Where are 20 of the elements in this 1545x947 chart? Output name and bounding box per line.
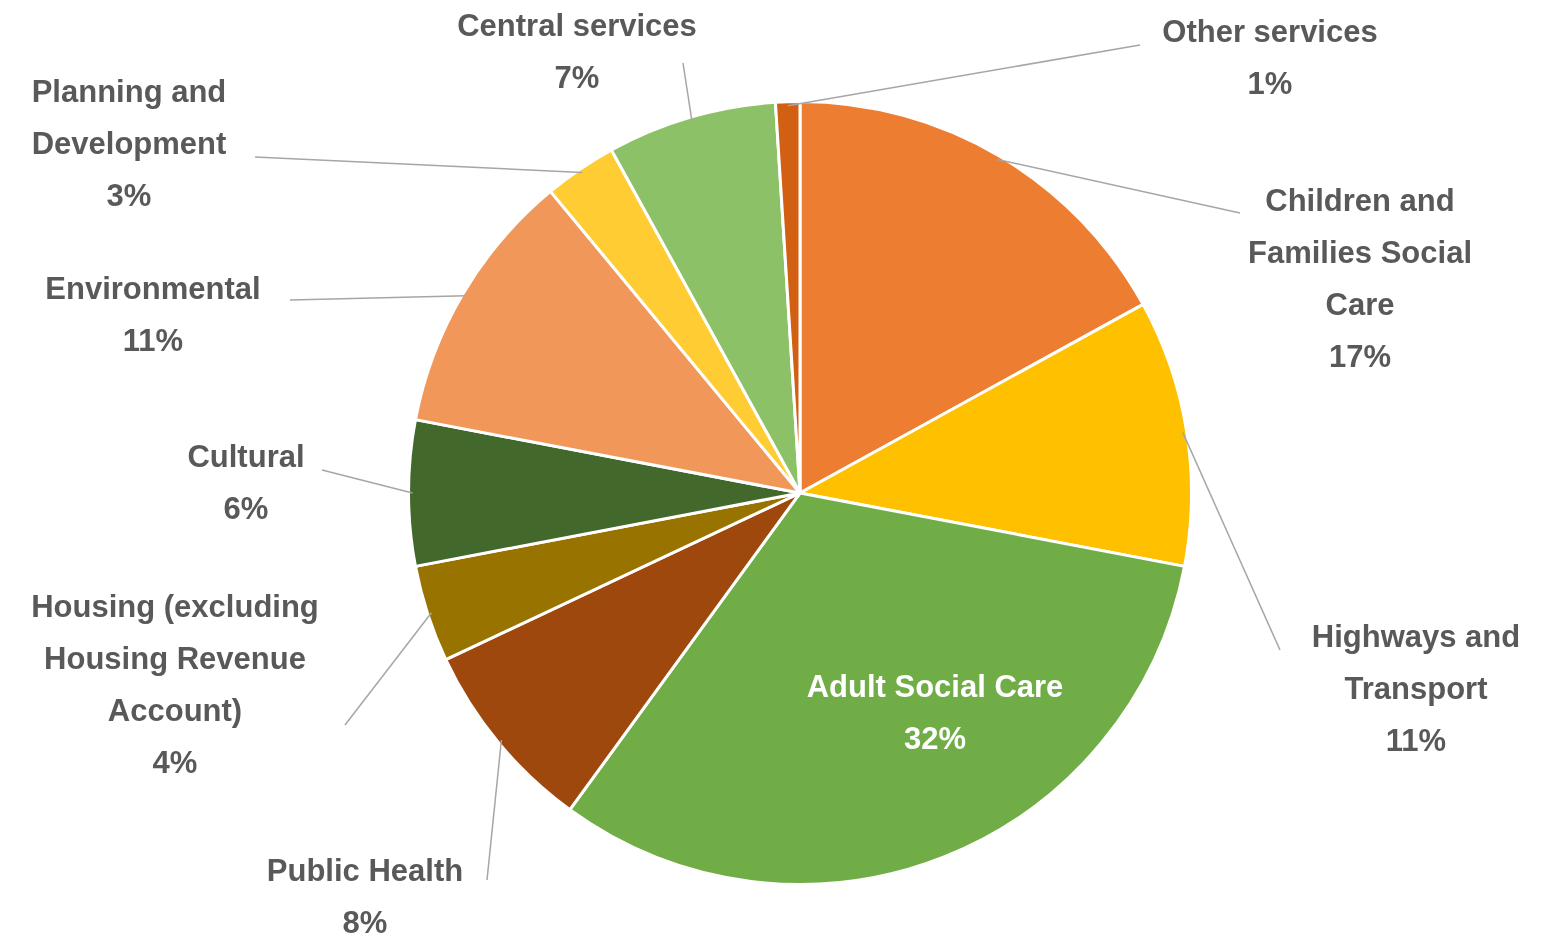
data-label: 11%: [1385, 722, 1447, 758]
slice-label: Adult Social Care: [806, 668, 1064, 704]
data-label: 11%: [122, 322, 184, 358]
data-label: 17%: [1328, 338, 1392, 374]
data-label: 6%: [223, 490, 269, 526]
slice-label: Highways and Transport: [1311, 618, 1521, 706]
data-label: 3%: [106, 177, 152, 213]
data-label: 32%: [903, 720, 967, 756]
slice-label: Cultural: [187, 438, 305, 474]
slice-label: Children and Families Social Care: [1248, 182, 1472, 322]
slice-label: Housing (excluding Housing Revenue Account): [31, 588, 319, 728]
slice-label: Planning and Development: [31, 73, 227, 161]
data-label: 4%: [152, 744, 198, 780]
slice-label: Environmental: [45, 270, 261, 306]
slice-label: Central services: [457, 7, 697, 43]
slice-label: Other services: [1162, 13, 1378, 49]
data-label: 7%: [554, 59, 600, 95]
data-label: 1%: [1247, 65, 1293, 101]
slice-label: Public Health: [266, 852, 464, 888]
data-label: 8%: [342, 904, 388, 940]
